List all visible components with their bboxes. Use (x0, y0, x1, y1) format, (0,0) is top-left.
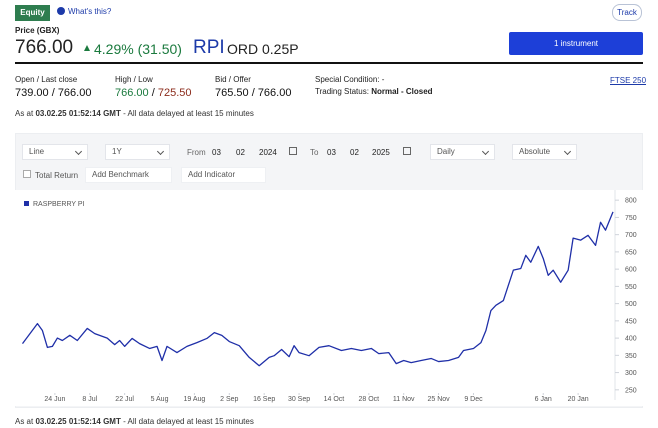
calendar-icon[interactable] (289, 147, 297, 155)
x-tick-label: 6 Jan (535, 396, 552, 403)
x-tick-label: 16 Sep (253, 396, 275, 403)
x-tick-label: 14 Oct (324, 396, 345, 403)
suffix: - All data delayed at least 15 minutes (123, 417, 254, 426)
price-label: Price (GBX) (15, 26, 60, 35)
value: Normal - Closed (371, 87, 433, 96)
up-arrow (84, 45, 90, 51)
y-tick-label: 800 (625, 198, 637, 205)
x-tick-label: 5 Aug (151, 396, 169, 403)
prefix: As at (15, 109, 34, 118)
y-tick-label: 350 (625, 353, 637, 360)
legend-label: RASPBERRY PI (33, 201, 85, 208)
legend-swatch (24, 201, 29, 206)
x-tick-label: 28 Oct (359, 396, 380, 403)
suffix: - All data delayed at least 15 minutes (123, 109, 254, 118)
indicator-input[interactable]: Add Indicator (181, 167, 266, 183)
x-tick-label: 25 Nov (427, 396, 450, 403)
low: 725.50 (157, 87, 192, 99)
divider (15, 62, 643, 64)
index-link[interactable]: FTSE 250 (610, 76, 647, 85)
value: Daily (437, 147, 455, 156)
placeholder: Add Indicator (188, 170, 236, 179)
x-tick-label: 22 Jul (115, 396, 134, 403)
help-link[interactable]: What's this? (68, 7, 112, 16)
delay-notice: As at 03.02.25 01:52:14 GMT - All data d… (15, 109, 254, 118)
separator: / (151, 87, 155, 99)
x-tick-label: 9 Dec (464, 396, 483, 403)
label: Open / Last close (15, 75, 78, 84)
share-class: ORD 0.25P (227, 41, 299, 57)
y-tick-label: 600 (625, 267, 637, 274)
mode-select[interactable]: Absolute (512, 144, 577, 160)
checkbox[interactable] (23, 170, 31, 178)
to-label: To (310, 148, 319, 157)
from-label: From (187, 148, 206, 157)
x-tick-label: 8 Jul (82, 396, 97, 403)
calendar-icon[interactable] (403, 147, 411, 155)
special-condition: Special Condition: - (315, 75, 385, 84)
from-year[interactable]: 2024 (259, 148, 277, 157)
x-tick-label: 30 Sep (288, 396, 310, 403)
placeholder: Add Benchmark (92, 170, 149, 179)
timestamp: 03.02.25 01:52:14 GMT (35, 109, 121, 118)
delay-notice: As at 03.02.25 01:52:14 GMT - All data d… (15, 417, 254, 426)
badge[interactable]: Equity (15, 5, 50, 21)
price-line (21, 211, 614, 367)
from-month[interactable]: 02 (236, 148, 245, 157)
change: 4.29% (31.50) (94, 41, 182, 57)
trading-status: Trading Status: Normal - Closed (315, 87, 433, 96)
x-tick-label: 20 Jan (568, 396, 589, 403)
label: Trading Status: (315, 87, 369, 96)
total-return: Total Return (35, 171, 79, 180)
value: Absolute (519, 147, 551, 156)
high: 766.00 (115, 87, 149, 99)
symbol: RPI (193, 37, 225, 58)
chart: 250 300 350 400 450 500 550 600 650 700 750 800 24 J… (15, 190, 643, 406)
value: 1Y (112, 147, 122, 156)
y-tick-label: 550 (625, 284, 637, 291)
value: 766.00 / 725.50 (115, 87, 192, 99)
x-tick-label: 19 Aug (184, 396, 206, 403)
interval-select[interactable]: Daily (430, 144, 495, 160)
style-select[interactable]: Line (22, 144, 88, 160)
info-icon (57, 7, 65, 15)
label: Bid / Offer (215, 75, 251, 84)
x-tick-label: 24 Jun (44, 396, 65, 403)
to-day[interactable]: 03 (327, 148, 336, 157)
y-tick-label: 300 (625, 370, 637, 377)
label: High / Low (115, 75, 153, 84)
x-tick-label: 11 Nov (393, 396, 415, 403)
y-tick-label: 700 (625, 232, 637, 239)
value: 739.00 / 766.00 (15, 87, 92, 99)
y-tick-label: 250 (625, 387, 637, 394)
instrument-button[interactable]: 1 instrument (509, 32, 643, 55)
y-tick-label: 500 (625, 301, 637, 308)
y-tick-label: 650 (625, 249, 637, 256)
benchmark-input[interactable]: Add Benchmark (85, 167, 172, 183)
y-tick-label: 750 (625, 215, 637, 222)
x-tick-label: 2 Sep (220, 396, 238, 403)
to-month[interactable]: 02 (350, 148, 359, 157)
price: 766.00 (15, 37, 74, 58)
value: Line (29, 147, 45, 156)
track-button[interactable]: Track (612, 4, 642, 21)
y-tick-label: 450 (625, 318, 637, 325)
period-select[interactable]: 1Y (105, 144, 170, 160)
y-tick-label: 400 (625, 336, 637, 343)
from-day[interactable]: 03 (212, 148, 221, 157)
to-year[interactable]: 2025 (372, 148, 390, 157)
timestamp: 03.02.25 01:52:14 GMT (35, 417, 121, 426)
value: 765.50 / 766.00 (215, 87, 292, 99)
prefix: As at (15, 417, 34, 426)
